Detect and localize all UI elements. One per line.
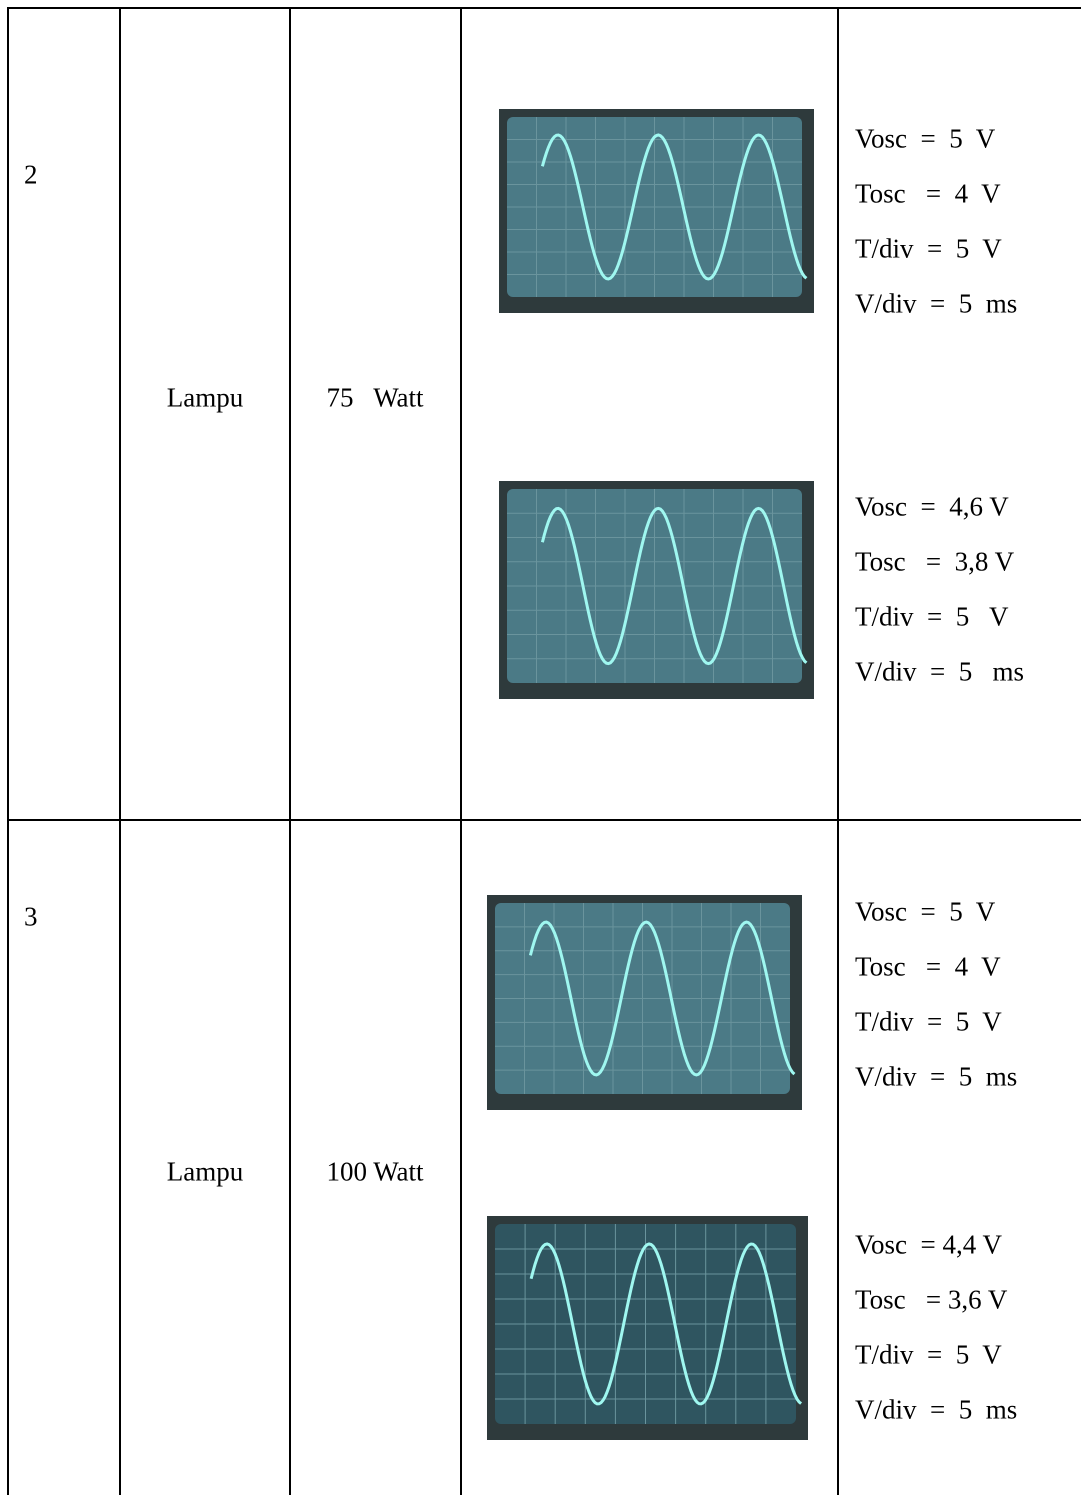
column-divider [119, 7, 121, 1495]
row-number: 2 [24, 162, 38, 189]
measurement-line: Vosc = 5 V [855, 899, 995, 926]
measurement-line: Vosc = 4,4 V [855, 1232, 1002, 1259]
column-divider [837, 7, 839, 1495]
oscilloscope-photo [499, 481, 814, 699]
document: 2 Lampu 75 Watt Vosc = 5 V Tosc = 4 V T/div =… [0, 0, 1081, 1495]
measurement-line: T/div = 5 V [855, 1342, 1002, 1369]
measurement-line: Vosc = 4,6 V [855, 494, 1009, 521]
column-divider [289, 7, 291, 1495]
item-name: Lampu [167, 385, 243, 412]
measurement-line: T/div = 5 V [855, 604, 1008, 631]
measurement-line: V/div = 5 ms [855, 1064, 1017, 1091]
measurement-line: V/div = 5 ms [855, 291, 1017, 318]
power-rating: 75 Watt [326, 385, 423, 412]
measurement-line: V/div = 5 ms [855, 659, 1024, 686]
measurement-line: Tosc = 4 V [855, 181, 1001, 208]
measurement-line: Tosc = 4 V [855, 954, 1001, 981]
measurement-line: T/div = 5 V [855, 236, 1002, 263]
oscilloscope-photo [487, 1216, 808, 1440]
oscilloscope-photo [499, 109, 814, 313]
measurement-line: T/div = 5 V [855, 1009, 1002, 1036]
measurement-line: Vosc = 5 V [855, 126, 995, 153]
row-divider [8, 819, 1081, 821]
measurement-line: V/div = 5 ms [855, 1397, 1017, 1424]
item-name: Lampu [167, 1159, 243, 1186]
oscilloscope-photo [487, 895, 802, 1110]
column-divider [460, 7, 462, 1495]
measurement-line: Tosc = 3,8 V [855, 549, 1014, 576]
power-rating: 100 Watt [326, 1159, 423, 1186]
table-border [8, 7, 1081, 9]
row-number: 3 [24, 904, 38, 931]
measurement-line: Tosc = 3,6 V [855, 1287, 1007, 1314]
column-divider [7, 7, 9, 1495]
